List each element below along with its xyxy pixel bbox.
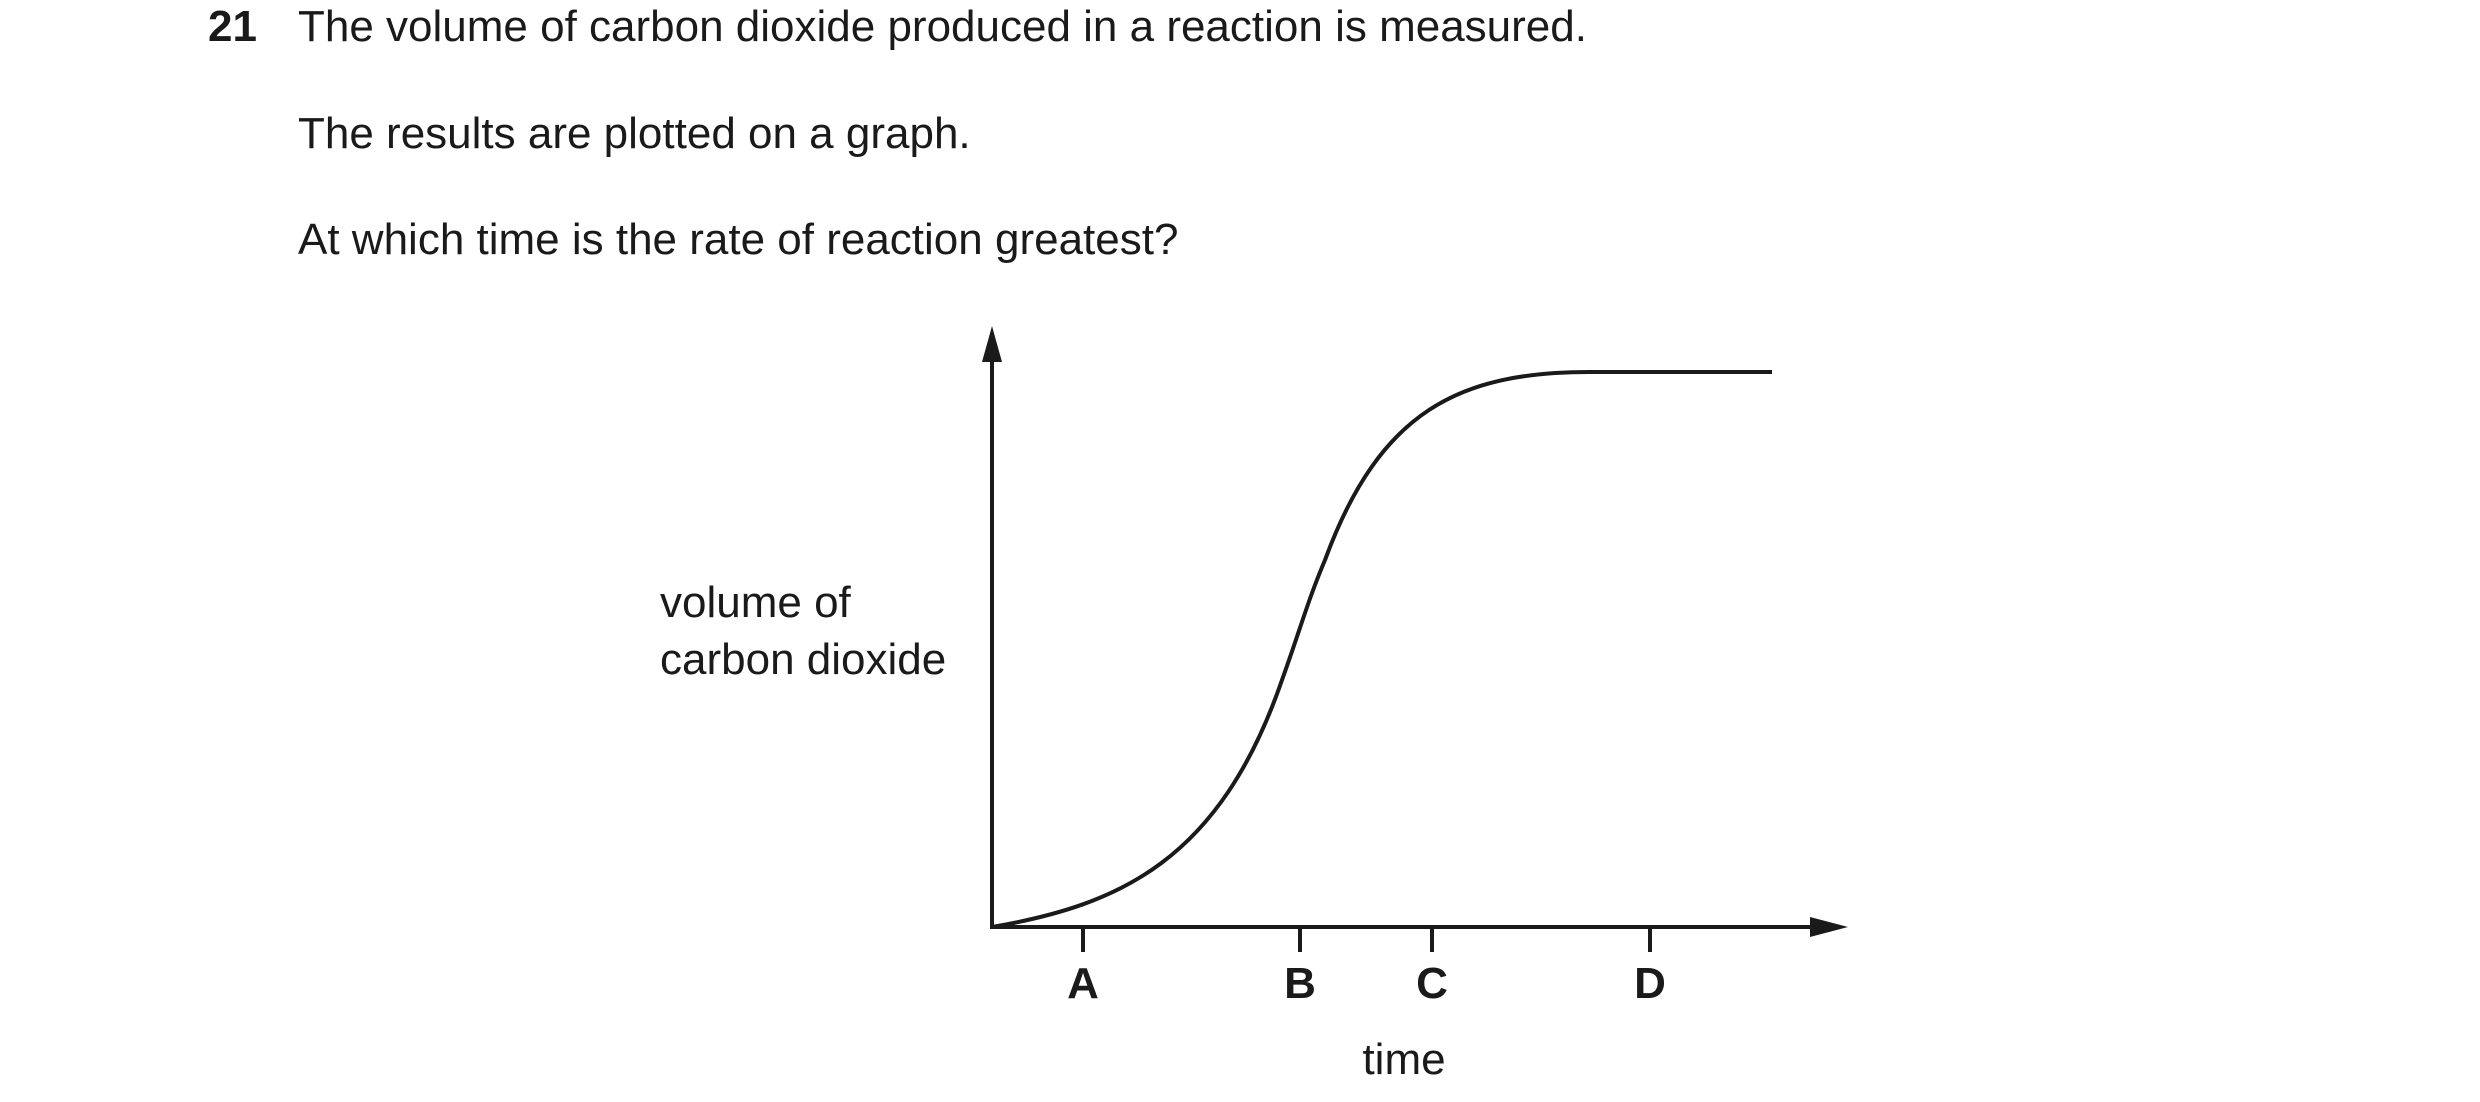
question-line-2: The results are plotted on a graph. [298,109,971,158]
y-axis-label: volume of carbon dioxide [660,574,946,688]
question-line-3: At which time is the rate of reaction gr… [298,215,1179,264]
tick-label-c: C [1416,959,1448,1008]
question-line-1: The volume of carbon dioxide produced in… [298,2,1587,51]
question-number: 21 [208,2,257,51]
x-axis-arrowhead [1810,917,1848,937]
y-axis-label-line-2: carbon dioxide [660,635,947,684]
y-axis-arrowhead [982,326,1002,362]
y-axis-label-line-1: volume of [660,578,851,627]
tick-label-d: D [1634,959,1666,1008]
volume-curve [991,370,1772,929]
x-axis-label: time [1362,1035,1445,1084]
tick-label-b: B [1284,959,1316,1008]
tick-label-a: A [1067,959,1099,1008]
